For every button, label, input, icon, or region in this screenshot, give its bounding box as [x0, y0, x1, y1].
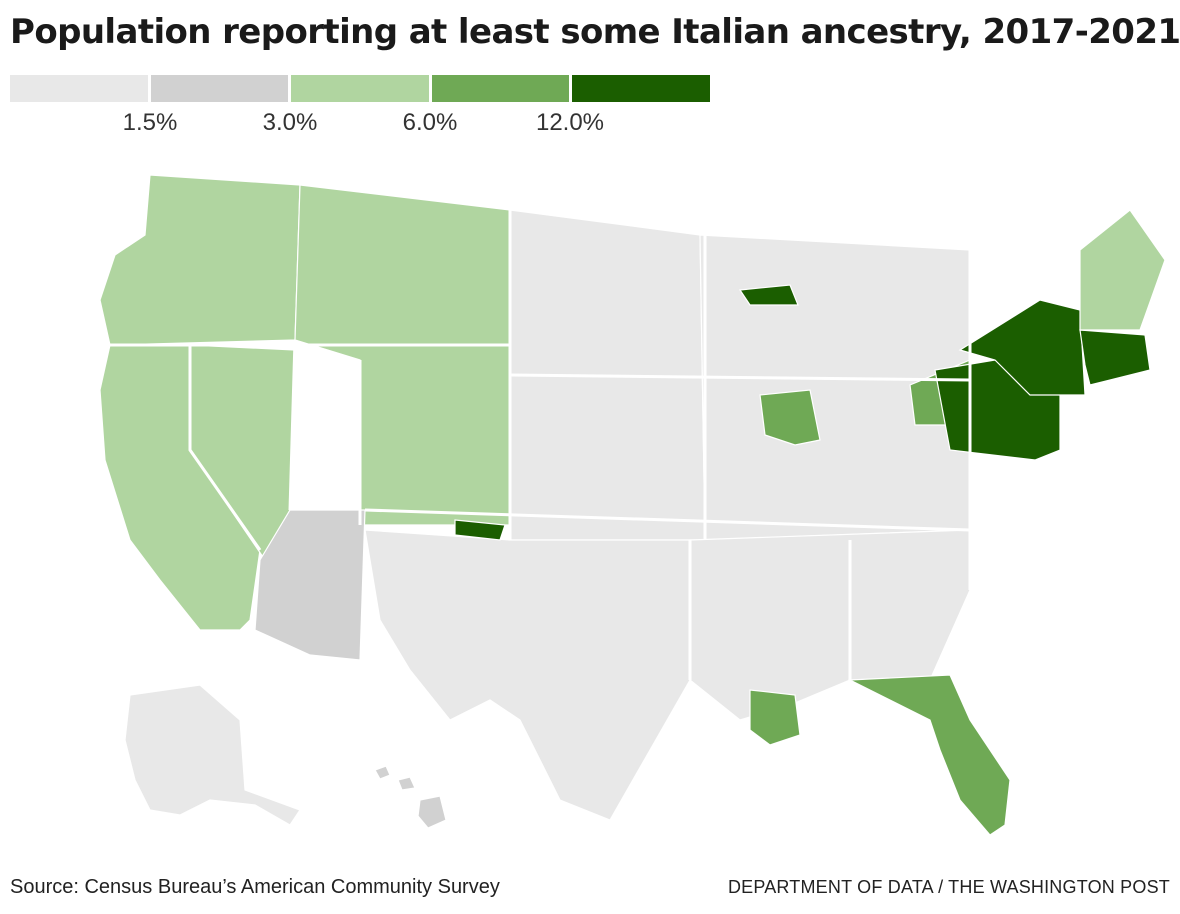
legend-bin-2 — [291, 75, 429, 102]
map-region-alaska — [124, 684, 301, 826]
color-legend: 1.5% 3.0% 6.0% 12.0% — [10, 75, 710, 136]
legend-bin-4 — [572, 75, 710, 102]
map-region-upper-michigan — [738, 284, 799, 306]
map-region-new-york — [958, 299, 1086, 396]
map-region-florida — [847, 674, 1011, 836]
legend-bin-3 — [431, 75, 570, 102]
legend-tick-label: 3.0% — [262, 109, 318, 136]
source-note: Source: Census Bureau’s American Communi… — [10, 876, 500, 898]
map-region-texas — [364, 529, 691, 821]
legend-tick-label: 12.0% — [535, 109, 605, 136]
legend-tick-label: 1.5% — [122, 109, 178, 136]
legend-bins — [10, 75, 710, 102]
map-region-northern-new-england — [1079, 209, 1166, 331]
credit-line: DEPARTMENT OF DATA / THE WASHINGTON POST — [727, 877, 1170, 897]
us-county-map — [99, 174, 1166, 836]
state-borders — [110, 210, 972, 680]
legend-tick-label: 6.0% — [402, 109, 458, 136]
map-region-chicago-area — [759, 389, 821, 446]
map-region-southern-louisiana — [749, 689, 801, 746]
map-region-southern-colorado — [454, 519, 506, 541]
chart-title: Population reporting at least some Itali… — [10, 12, 1180, 52]
map-region-hawaii — [374, 765, 447, 829]
map-region-pacific-northwest — [99, 174, 301, 346]
legend-bin-0 — [10, 75, 148, 102]
map-region-mountain-west — [294, 184, 511, 526]
legend-bin-1 — [150, 75, 289, 102]
map-region-southern-new-england — [1079, 329, 1151, 386]
